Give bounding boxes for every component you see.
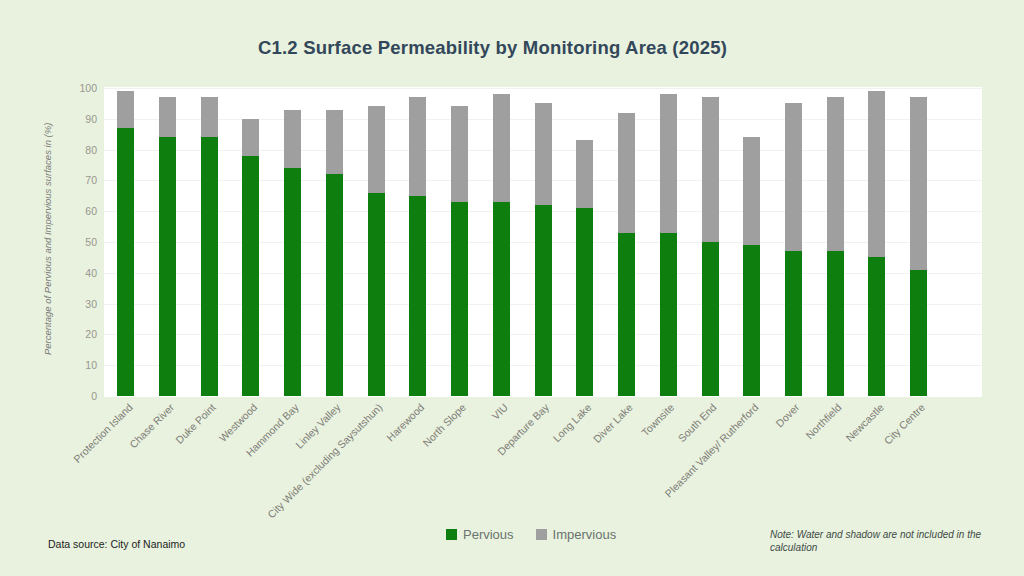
bar-segment-impervious — [159, 97, 176, 137]
x-category-label: Townsite — [639, 401, 676, 438]
data-source-text: Data source: City of Nanaimo — [48, 538, 185, 550]
legend: Pervious Impervious — [446, 527, 616, 542]
y-tick-label: 0 — [37, 390, 97, 402]
legend-swatch-impervious — [536, 529, 547, 540]
x-category-label: Harewood — [384, 401, 426, 443]
bar-segment-pervious — [743, 245, 760, 396]
chart-title: C1.2 Surface Permeability by Monitoring … — [0, 37, 985, 59]
bar-segment-impervious — [660, 94, 677, 233]
bar-segment-pervious — [702, 242, 719, 396]
bar-segment-pervious — [660, 233, 677, 396]
bar-segment-impervious — [368, 106, 385, 192]
bar-segment-impervious — [493, 94, 510, 202]
bar-segment-impervious — [576, 140, 593, 208]
bar-segment-impervious — [868, 91, 885, 257]
bar-segment-impervious — [910, 97, 927, 269]
bar-segment-impervious — [702, 97, 719, 242]
bar-segment-pervious — [785, 251, 802, 396]
x-category-label: Newcastle — [843, 401, 886, 444]
bar-segment-impervious — [618, 113, 635, 233]
x-category-label: Northfield — [803, 401, 843, 441]
legend-label: Pervious — [463, 527, 514, 542]
x-category-label: City Centre — [882, 401, 928, 447]
bar-segment-impervious — [785, 103, 802, 251]
bar-segment-impervious — [743, 137, 760, 245]
x-category-label: Duke Point — [173, 401, 218, 446]
bar-segment-pervious — [201, 137, 218, 396]
bar-segment-pervious — [368, 193, 385, 396]
bar-segment-pervious — [910, 270, 927, 396]
bar-segment-pervious — [159, 137, 176, 396]
x-category-label: VIU — [489, 401, 510, 422]
bar-segment-pervious — [326, 174, 343, 396]
x-category-label: Westwood — [216, 401, 259, 444]
bar-segment-pervious — [618, 233, 635, 396]
legend-label: Impervious — [553, 527, 617, 542]
bar-segment-impervious — [117, 91, 134, 128]
x-category-label: North Slope — [420, 401, 468, 449]
gridline — [104, 88, 982, 89]
x-category-label: South End — [675, 401, 718, 444]
bar-segment-impervious — [201, 97, 218, 137]
x-category-label: Diver Lake — [591, 401, 635, 445]
bar-segment-pervious — [493, 202, 510, 396]
bar-segment-pervious — [535, 205, 552, 396]
bar-segment-impervious — [827, 97, 844, 251]
bar-segment-impervious — [535, 103, 552, 205]
y-tick-label: 10 — [37, 359, 97, 371]
bar-segment-pervious — [868, 257, 885, 396]
bar-segment-pervious — [242, 156, 259, 396]
bar-segment-impervious — [242, 119, 259, 156]
bar-segment-pervious — [284, 168, 301, 396]
note-text: Note: Water and shadow are not included … — [770, 528, 992, 554]
chart-canvas: C1.2 Surface Permeability by Monitoring … — [0, 0, 1024, 576]
y-tick-label: 100 — [37, 82, 97, 94]
bar-segment-pervious — [576, 208, 593, 396]
bar-segment-pervious — [409, 196, 426, 396]
x-category-label: Long Lake — [550, 401, 593, 444]
bar-segment-impervious — [409, 97, 426, 196]
legend-item-impervious: Impervious — [536, 527, 617, 542]
x-category-label: Protection Island — [71, 401, 135, 465]
bar-segment-impervious — [451, 106, 468, 201]
bar-segment-pervious — [451, 202, 468, 396]
x-category-label: Dover — [774, 401, 802, 429]
bar-segment-pervious — [827, 251, 844, 396]
legend-swatch-pervious — [446, 529, 457, 540]
bar-segment-impervious — [326, 110, 343, 175]
y-axis-title: Percentage of Pervious and Impervious su… — [42, 123, 53, 355]
bar-segment-pervious — [117, 128, 134, 396]
bar-segment-impervious — [284, 110, 301, 169]
legend-item-pervious: Pervious — [446, 527, 514, 542]
